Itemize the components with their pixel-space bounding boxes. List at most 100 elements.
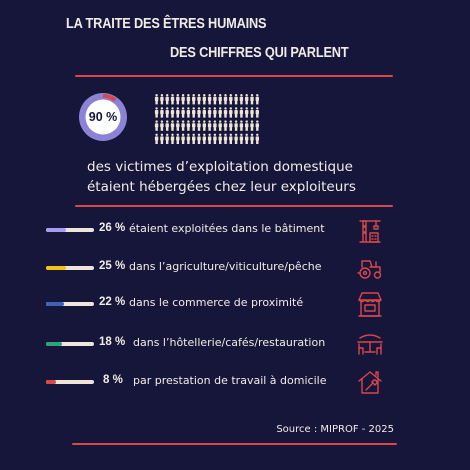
tractor-icon	[357, 260, 382, 279]
person-figure	[229, 94, 233, 105]
person-figure	[245, 120, 249, 131]
person-figure	[186, 120, 191, 131]
person-figure	[192, 133, 196, 144]
construction-crane-icon	[359, 220, 381, 243]
headline-text: des victimes d’exploitation domestique é…	[87, 157, 356, 197]
person-figure	[207, 94, 212, 105]
person-figure	[250, 94, 254, 105]
person-figure	[218, 120, 222, 131]
person-figure	[160, 94, 164, 105]
person-figure	[186, 133, 191, 144]
person-figure	[223, 94, 228, 105]
headline-line-2: étaient hébergées chez leur exploiteurs	[87, 179, 356, 195]
person-figure	[160, 133, 164, 144]
restaurant-icon	[357, 334, 383, 355]
stat-label: dans l’hôtellerie/cafés/restauration	[133, 336, 326, 349]
stat-bar-fill	[46, 342, 62, 346]
person-figure	[197, 94, 201, 105]
person-figure	[165, 94, 169, 105]
person-figure	[181, 133, 185, 144]
person-figure	[255, 107, 259, 118]
person-figure	[186, 107, 191, 118]
stat-value: 25 %	[99, 260, 126, 272]
person-figure	[176, 120, 180, 131]
title-line-2: DES CHIFFRES QUI PARLENT	[170, 45, 349, 61]
top-divider	[75, 75, 393, 77]
person-figure	[223, 107, 228, 118]
stat-row-building: 26 % étaient exploitées dans le bâtiment	[0, 216, 470, 246]
person-figure	[234, 120, 238, 131]
person-figure	[192, 94, 196, 105]
person-figure	[234, 133, 238, 144]
person-figure	[170, 107, 175, 118]
stat-row-hospitality: 18 % dans l’hôtellerie/cafés/restauratio…	[0, 330, 470, 360]
person-figure	[176, 133, 180, 144]
person-figure	[197, 120, 201, 131]
person-figure	[245, 107, 249, 118]
percent-ring-accent	[80, 94, 126, 140]
person-figure	[250, 120, 254, 131]
person-figure	[218, 107, 222, 118]
person-figure	[197, 133, 201, 144]
person-figure	[170, 94, 175, 105]
stat-bar-fill	[46, 380, 57, 384]
person-figure	[176, 107, 180, 118]
person-figure	[213, 133, 217, 144]
person-figure	[165, 120, 169, 131]
stat-bar	[46, 342, 94, 346]
person-figure	[181, 94, 185, 105]
person-figure	[197, 107, 201, 118]
person-figure	[176, 94, 180, 105]
person-figure	[154, 133, 159, 144]
person-figure	[154, 107, 159, 118]
stat-bar-fill	[46, 302, 64, 306]
person-figure	[255, 133, 259, 144]
person-figure	[170, 133, 175, 144]
person-figure	[160, 120, 164, 131]
stat-label: étaient exploitées dans le bâtiment	[129, 222, 325, 235]
source-credit: Source : MIPROF - 2025	[276, 424, 394, 435]
stat-row-agriculture: 25 % dans l’agriculture/viticulture/pêch…	[0, 254, 470, 284]
person-figure	[234, 107, 238, 118]
person-figure	[223, 133, 228, 144]
person-figure	[239, 133, 244, 144]
person-figure	[250, 133, 254, 144]
headline-line-1: des victimes d’exploitation domestique	[87, 159, 353, 175]
stat-bar-fill	[46, 228, 67, 232]
person-figure	[229, 133, 233, 144]
stat-row-home-service: 8 % par prestation de travail à domicile	[0, 368, 470, 398]
stat-bar	[46, 380, 94, 384]
person-figure	[213, 94, 217, 105]
person-figure	[223, 120, 228, 131]
person-figure	[165, 107, 169, 118]
person-figure	[207, 133, 212, 144]
person-figure	[207, 120, 212, 131]
middle-divider	[75, 205, 393, 207]
person-figure	[229, 120, 233, 131]
person-figure	[218, 94, 222, 105]
stat-label: par prestation de travail à domicile	[133, 374, 327, 387]
stat-value: 26 %	[99, 222, 126, 234]
person-figure	[202, 94, 206, 105]
person-figure	[239, 107, 244, 118]
person-figure	[154, 120, 159, 131]
person-figure	[165, 133, 169, 144]
house-repair-icon	[358, 371, 382, 394]
person-figure	[192, 120, 196, 131]
stat-bar	[46, 228, 94, 232]
person-figure	[207, 107, 212, 118]
person-figure	[255, 120, 259, 131]
person-figure	[255, 94, 259, 105]
person-figure	[192, 107, 196, 118]
person-figure	[218, 133, 222, 144]
person-figure	[181, 107, 185, 118]
stat-value: 8 %	[103, 374, 123, 386]
person-figure	[213, 120, 217, 131]
person-figure	[239, 120, 244, 131]
person-figure	[245, 94, 249, 105]
person-figure	[181, 120, 185, 131]
person-figure	[239, 94, 244, 105]
person-figure	[245, 133, 249, 144]
person-figure	[160, 107, 164, 118]
percent-ring-icon	[79, 93, 127, 141]
